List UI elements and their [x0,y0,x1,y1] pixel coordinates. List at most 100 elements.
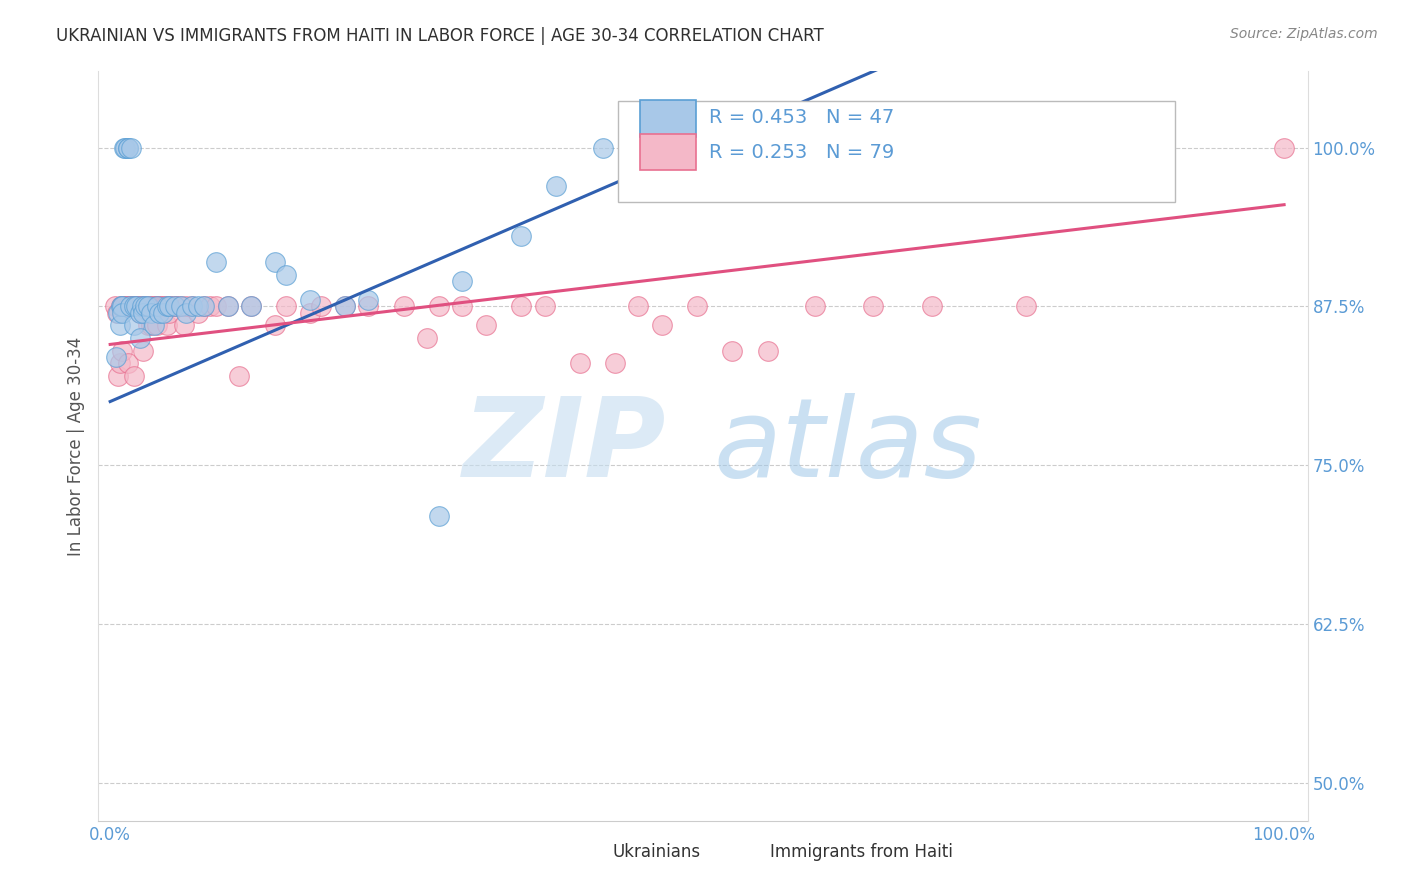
Point [451,274,474,288]
Point [122,318,145,333]
Point [149,299,172,313]
Point [125,299,148,313]
Point [193,299,215,313]
Point [104,299,127,313]
Text: atlas: atlas [714,392,983,500]
Point [155,299,177,313]
Point [533,299,555,313]
Point [166,299,188,313]
Point [1272,140,1295,154]
Point [136,299,159,313]
Point [686,299,709,313]
Point [217,299,239,313]
Point [115,299,138,313]
Point [146,299,169,313]
Point [1015,299,1038,313]
Point [141,318,163,333]
Point [128,299,150,313]
Point [127,299,149,313]
Point [176,306,198,320]
Point [240,299,263,313]
Point [157,299,180,313]
Point [651,318,673,333]
Point [862,299,884,313]
Point [298,293,321,307]
Point [169,299,191,313]
Point [217,299,239,313]
Point [392,299,415,313]
FancyBboxPatch shape [619,102,1174,202]
Point [263,318,285,333]
Point [263,255,285,269]
Text: Immigrants from Haiti: Immigrants from Haiti [769,843,952,861]
Point [117,140,139,154]
Point [142,318,165,333]
Point [136,318,159,333]
Point [333,299,356,313]
FancyBboxPatch shape [640,134,696,170]
Point [187,299,209,313]
Point [756,343,779,358]
Point [187,306,209,320]
Point [181,299,204,313]
Point [155,318,177,333]
Point [311,299,333,313]
Point [105,350,128,364]
Text: Ukrainians: Ukrainians [613,843,700,861]
Point [160,299,183,313]
Point [228,369,250,384]
Point [146,318,169,333]
Point [131,299,153,313]
Point [627,299,650,313]
Point [546,178,568,193]
Point [125,299,148,313]
Point [107,369,129,384]
Point [111,299,134,313]
FancyBboxPatch shape [640,100,696,136]
Point [152,306,174,320]
Point [117,356,139,370]
Point [108,318,131,333]
Point [592,140,614,154]
Point [120,299,142,313]
Point [111,299,134,313]
Point [120,140,142,154]
Point [108,356,131,370]
Point [122,299,145,313]
Point [357,293,380,307]
Point [141,306,163,320]
Point [510,229,533,244]
Point [128,306,150,320]
Point [198,299,221,313]
Point [141,299,163,313]
Point [169,299,191,313]
Point [416,331,439,345]
Point [117,299,139,313]
Point [134,299,156,313]
Point [122,299,145,313]
Point [128,331,150,345]
Point [132,306,155,320]
Point [721,343,744,358]
Point [427,299,450,313]
Point [112,299,135,313]
Point [111,306,134,320]
Point [193,299,215,313]
Point [110,299,132,313]
Point [148,299,170,313]
FancyBboxPatch shape [731,842,766,863]
Point [107,306,129,320]
Point [475,318,498,333]
Point [148,306,170,320]
Point [276,299,298,313]
Text: ZIP: ZIP [463,392,666,500]
Point [568,356,591,370]
Point [146,299,169,313]
FancyBboxPatch shape [574,842,609,863]
Point [276,268,298,282]
Point [112,140,135,154]
Text: UKRAINIAN VS IMMIGRANTS FROM HAITI IN LABOR FORCE | AGE 30-34 CORRELATION CHART: UKRAINIAN VS IMMIGRANTS FROM HAITI IN LA… [56,27,824,45]
Point [142,299,165,313]
Point [120,299,142,313]
Point [138,299,160,313]
